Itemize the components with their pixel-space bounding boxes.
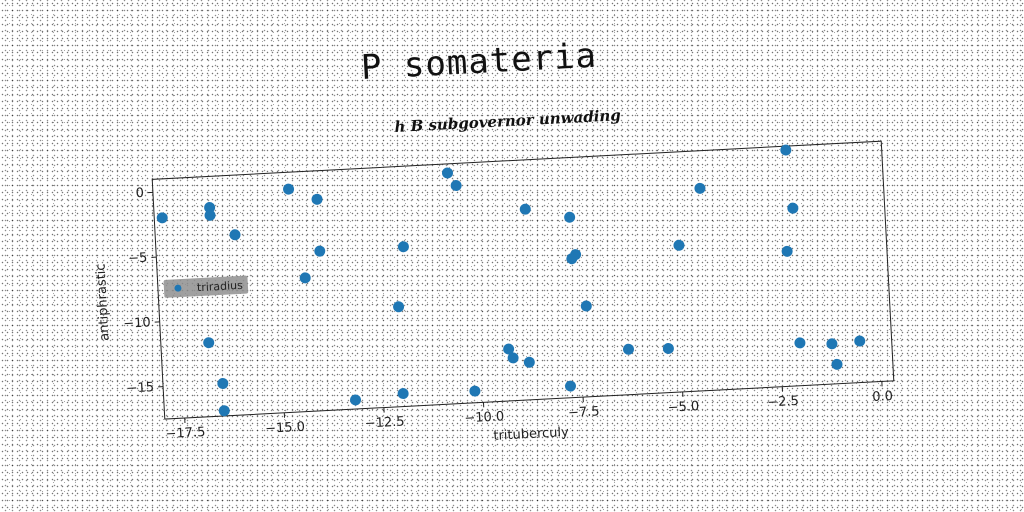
y-axis: 0 −5 −10 −15 xyxy=(123,186,164,397)
legend-marker xyxy=(174,284,182,292)
scatter-point xyxy=(283,183,295,195)
scatter-point xyxy=(441,167,453,179)
legend: triradius xyxy=(163,275,249,298)
scatter-point xyxy=(519,203,531,215)
scatter-point xyxy=(397,388,409,400)
y-tick-label: −5 xyxy=(128,251,148,267)
x-tick-label: −15.0 xyxy=(265,420,306,437)
plot-area: −17.5 −15.0 −12.5 −10.0 −7.5 −5.0 −2.5 0.0 0 −5 −… xyxy=(94,140,895,444)
scatter-point xyxy=(780,144,792,156)
scatter-point xyxy=(694,182,706,194)
scatter-point xyxy=(218,405,230,417)
x-axis: −17.5 −15.0 −12.5 −10.0 −7.5 −5.0 −2.5 0.0 xyxy=(165,381,893,442)
scatter-point xyxy=(314,245,326,257)
scatter-point xyxy=(203,337,215,349)
scatter-point xyxy=(350,394,362,406)
x-tick-label: −17.5 xyxy=(165,425,206,442)
x-axis-label: trituberculy xyxy=(493,425,569,444)
y-tick-label: −15 xyxy=(126,380,154,396)
scatter-point xyxy=(787,202,799,214)
scatter-point xyxy=(156,212,168,224)
data-points xyxy=(156,144,866,417)
x-tick-label: −7.5 xyxy=(568,404,600,421)
scatter-point xyxy=(622,343,634,355)
x-tick-label: 0.0 xyxy=(872,389,893,405)
x-tick-label: −5.0 xyxy=(667,399,699,416)
scatter-point xyxy=(311,193,323,205)
x-tick-label: −10.0 xyxy=(464,409,505,426)
scatter-point xyxy=(469,385,481,397)
scatter-point xyxy=(854,335,866,347)
y-tick-label: 0 xyxy=(135,186,144,201)
scatter-point xyxy=(503,343,515,355)
scatter-point xyxy=(580,300,592,312)
scatter-point xyxy=(450,180,462,192)
x-tick-label: −2.5 xyxy=(767,394,799,411)
legend-box xyxy=(163,275,249,298)
legend-label-triradius: triradius xyxy=(197,279,244,294)
scatter-point xyxy=(781,245,793,257)
scatter-point xyxy=(826,338,838,350)
scatter-point xyxy=(229,229,241,241)
y-axis-label: antiphrastic xyxy=(94,263,113,341)
scatter-point xyxy=(393,301,405,313)
scatter-point xyxy=(564,211,576,223)
scatter-point xyxy=(397,241,409,253)
plot-frame xyxy=(151,140,895,420)
scatter-point xyxy=(217,378,229,390)
scatter-point xyxy=(204,202,216,214)
y-tick-label: −10 xyxy=(123,315,151,331)
scatter-point xyxy=(794,337,806,349)
scatter-point xyxy=(673,239,685,251)
x-tick-label: −12.5 xyxy=(364,415,405,432)
scatter-point xyxy=(523,356,535,368)
scatter-point xyxy=(831,358,843,370)
scatter-point xyxy=(299,272,311,284)
scatter-point xyxy=(566,253,578,265)
scatter-point xyxy=(204,209,216,221)
scatter-point xyxy=(564,380,576,392)
scatter-point xyxy=(507,352,519,364)
scatter-point xyxy=(662,342,674,354)
